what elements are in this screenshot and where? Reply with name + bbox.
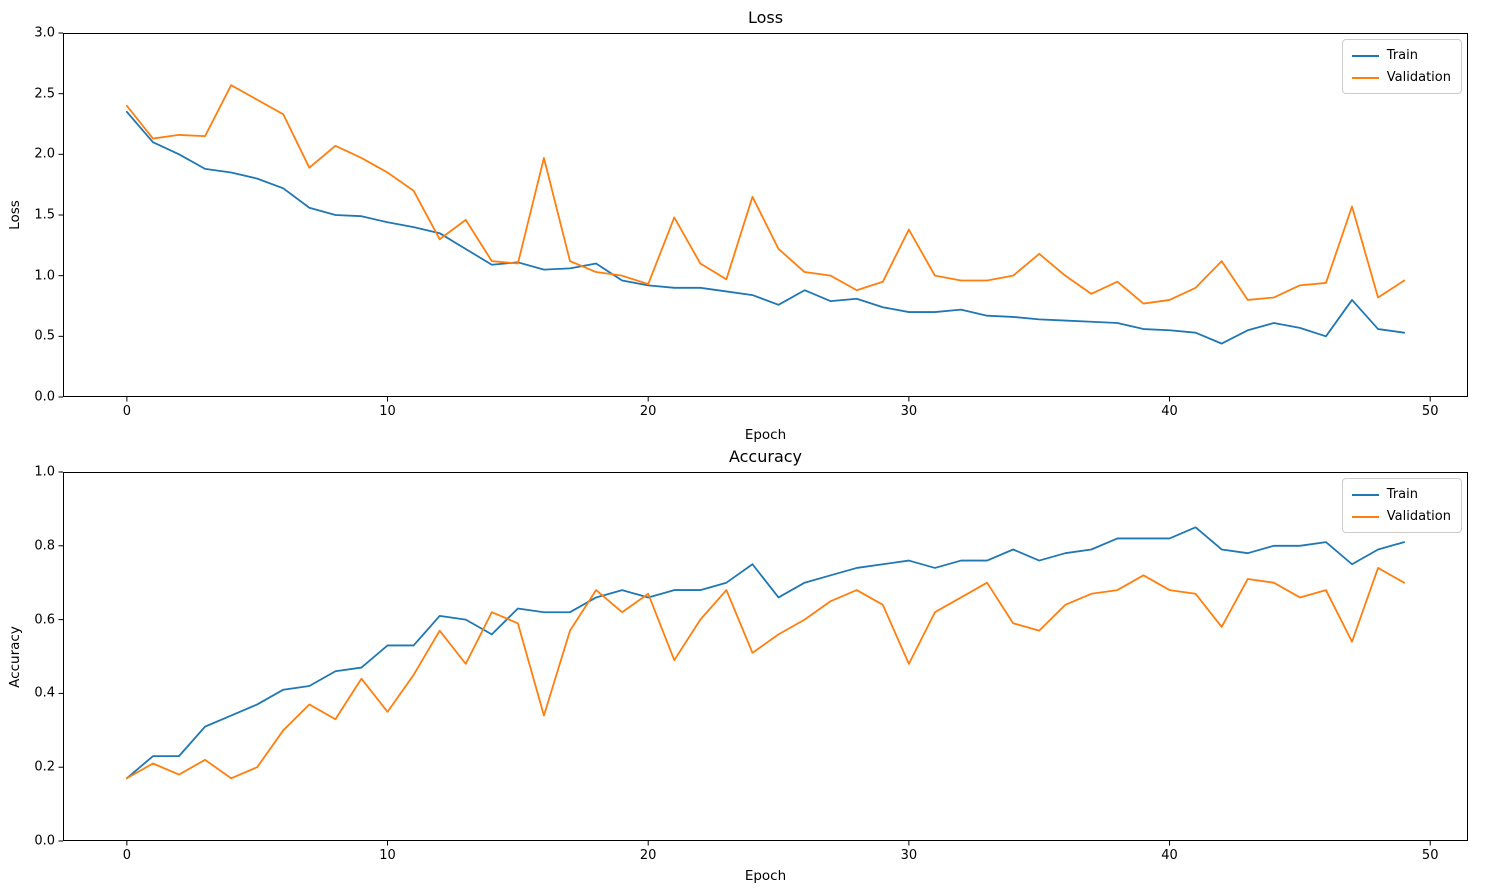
accuracy-y-axis-label: Accuracy — [7, 626, 23, 688]
legend-label: Validation — [1386, 509, 1451, 524]
loss-x-axis-label: Epoch — [744, 427, 787, 443]
accuracy-legend: Train Validation — [1341, 478, 1462, 533]
loss-chart-title: Loss — [747, 8, 784, 27]
y-tick-label: 2.0 — [34, 146, 55, 162]
x-tick-label: 40 — [1161, 848, 1178, 863]
y-tick-label: 1.5 — [34, 207, 55, 223]
x-tick-label: 50 — [1421, 404, 1439, 419]
axes-frame — [63, 472, 1468, 841]
x-tick-label: 50 — [1421, 848, 1439, 863]
loss-legend: Train Validation — [1341, 39, 1462, 94]
y-tick-label: 3.0 — [34, 25, 55, 41]
legend-label: Train — [1386, 48, 1418, 63]
y-tick-label: 2.5 — [34, 86, 55, 102]
y-tick-label: 0.4 — [34, 685, 55, 701]
x-tick-label: 20 — [639, 848, 657, 863]
x-tick-label: 10 — [379, 848, 396, 863]
x-tick-label: 20 — [639, 404, 657, 419]
validation-line — [125, 567, 1406, 780]
y-tick-label: 0.5 — [34, 328, 55, 344]
legend-entry-validation: Validation — [1351, 70, 1451, 85]
x-tick-label: 40 — [1161, 404, 1178, 419]
legend-label: Train — [1386, 487, 1418, 502]
y-tick-label: 0.8 — [34, 538, 55, 554]
legend-entry-train: Train — [1351, 48, 1451, 63]
x-tick-label: 10 — [379, 404, 396, 419]
validation-line-sample — [1351, 515, 1379, 518]
accuracy-plot-area — [58, 471, 1468, 846]
x-tick-label: 30 — [900, 404, 918, 419]
validation-line — [125, 84, 1406, 305]
y-tick-label: 0.0 — [34, 389, 55, 405]
y-tick-label: 0.2 — [34, 759, 55, 775]
y-tick-label: 0.6 — [34, 612, 55, 628]
y-tick-label: 1.0 — [34, 464, 55, 480]
accuracy-chart-title: Accuracy — [728, 447, 803, 466]
axes-frame — [63, 33, 1468, 397]
loss-plot-area — [58, 32, 1468, 402]
train-line — [125, 110, 1406, 345]
x-tick-label: 0 — [122, 848, 131, 863]
y-tick-label: 0.0 — [34, 833, 55, 849]
legend-entry-validation: Validation — [1351, 509, 1451, 524]
loss-y-axis-label: Loss — [7, 200, 23, 230]
train-line-sample — [1351, 54, 1379, 57]
accuracy-x-axis-label: Epoch — [744, 868, 787, 884]
legend-entry-train: Train — [1351, 487, 1451, 502]
y-tick-label: 1.0 — [34, 268, 55, 284]
validation-line-sample — [1351, 76, 1379, 79]
x-tick-label: 0 — [122, 404, 131, 419]
legend-label: Validation — [1386, 70, 1451, 85]
x-tick-label: 30 — [900, 848, 918, 863]
train-line — [125, 526, 1406, 780]
train-line-sample — [1351, 493, 1379, 496]
